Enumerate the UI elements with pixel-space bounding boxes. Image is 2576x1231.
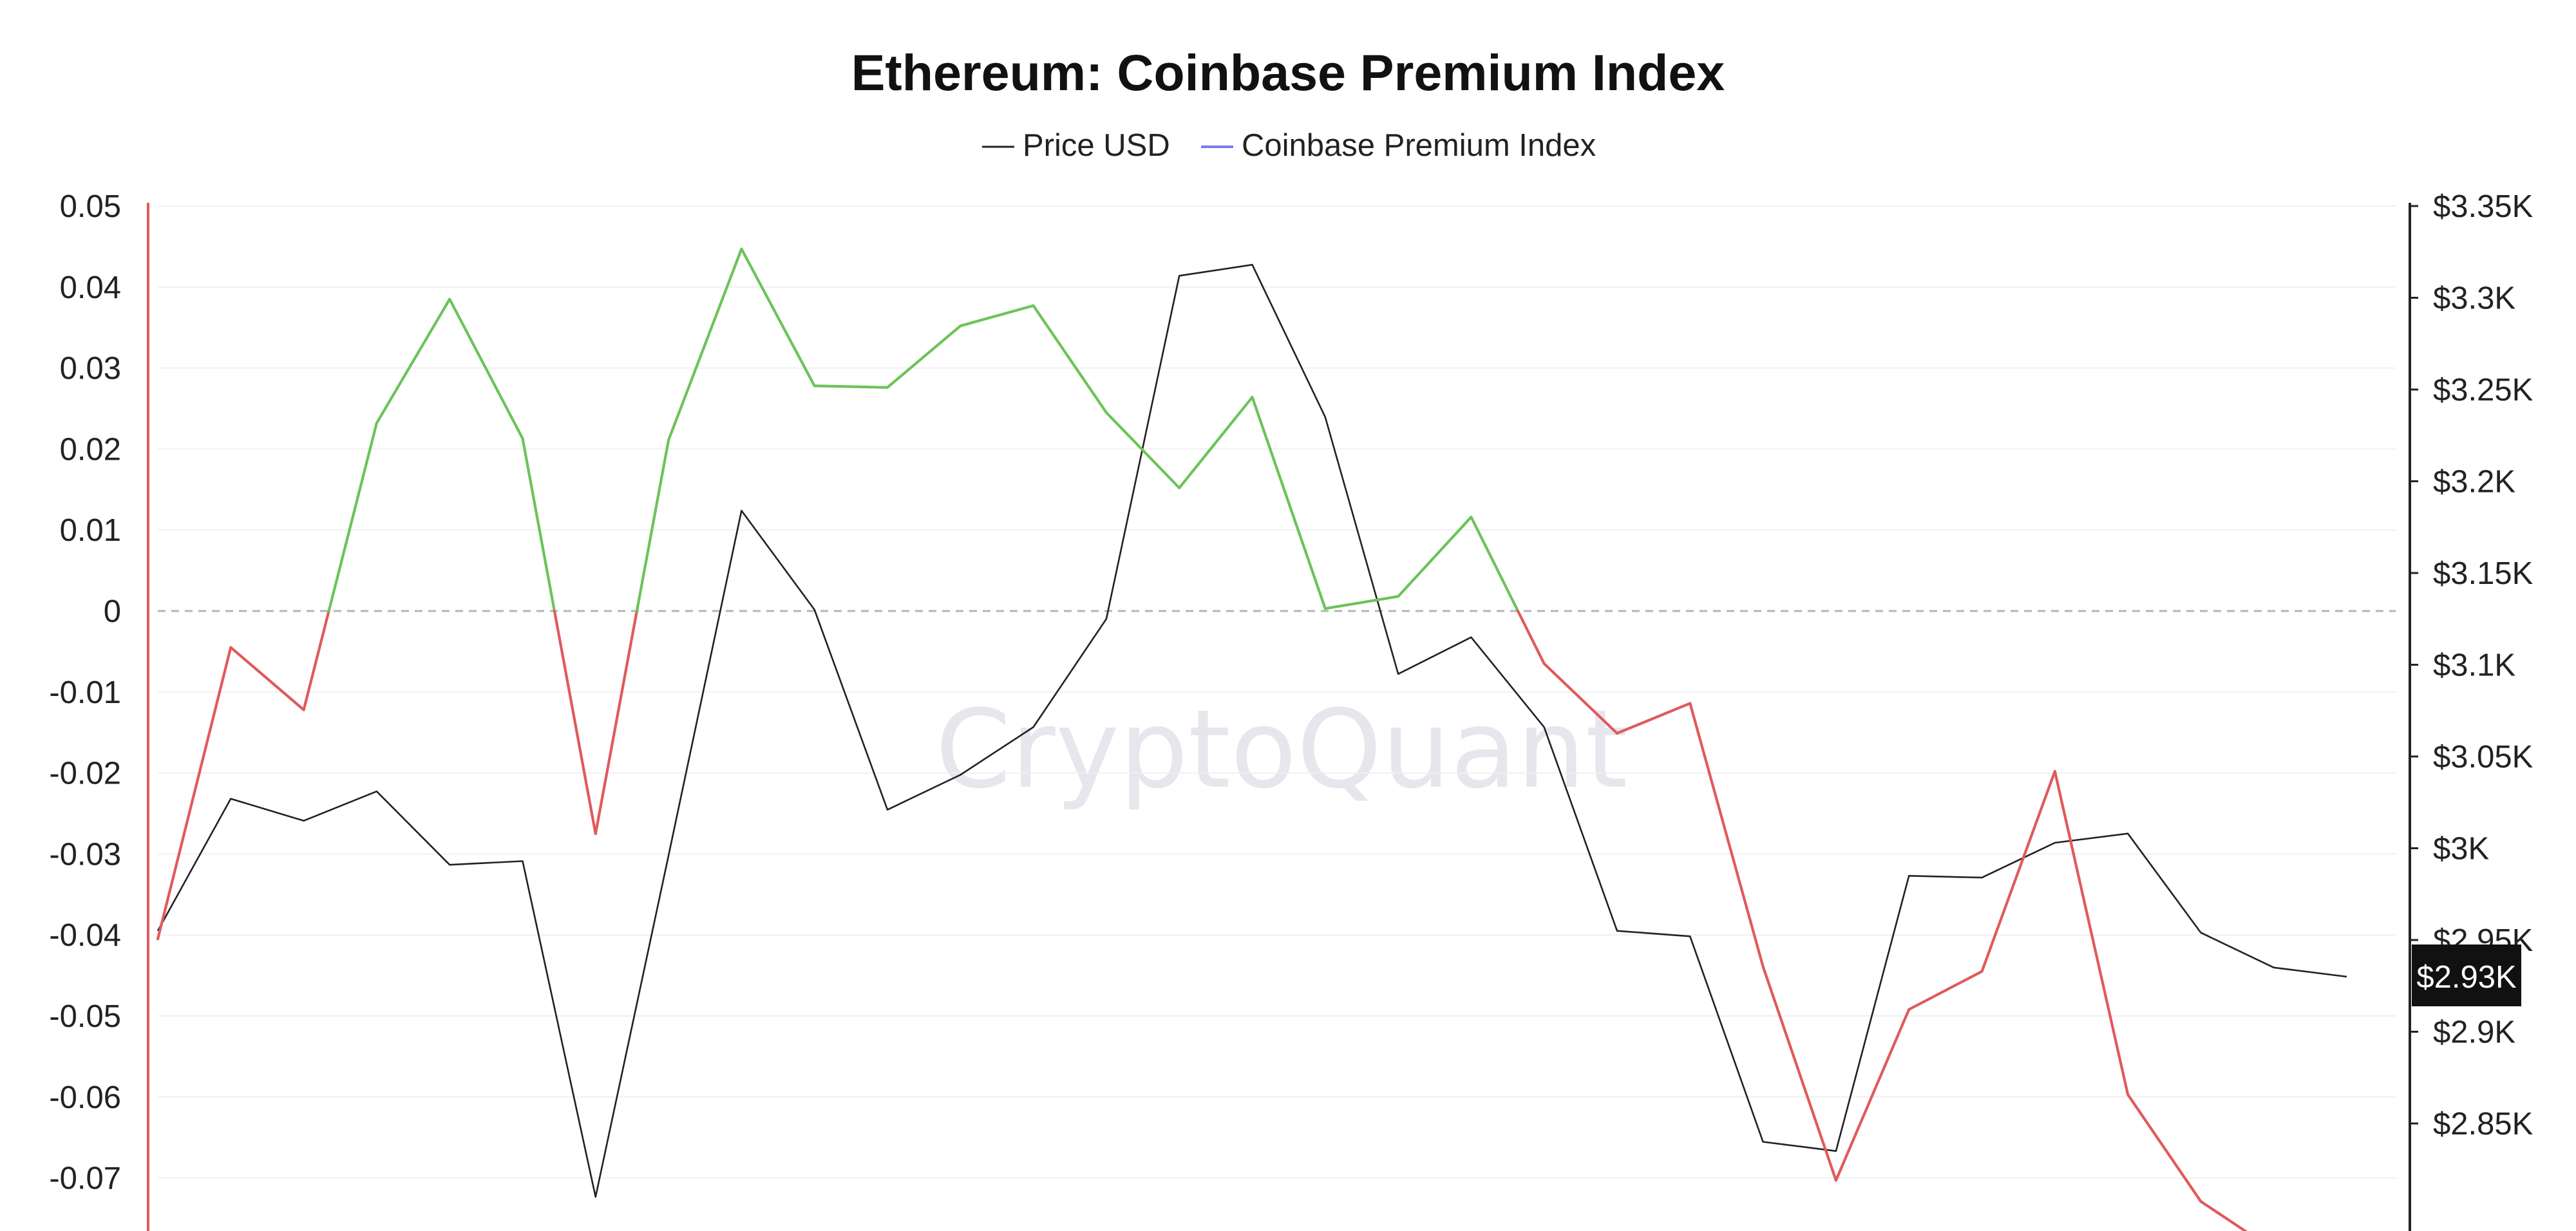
premium-segment (1516, 609, 1546, 665)
legend: Price USD Coinbase Premium Index (982, 128, 1596, 163)
right-tick-label: $3.15K (2433, 556, 2533, 591)
premium-segment (740, 247, 816, 388)
premium-segment (886, 324, 962, 389)
premium-segment (1323, 595, 1400, 610)
left-tick-label: 0 (104, 594, 121, 629)
premium-segment (375, 297, 451, 425)
left-tick-label: 0.05 (60, 189, 121, 224)
right-tick-label: $3.35K (2433, 189, 2533, 224)
left-tick-label: -0.07 (49, 1161, 121, 1196)
premium-segment (594, 609, 639, 836)
premium-segment (521, 437, 556, 613)
right-tick-label: $2.85K (2433, 1107, 2533, 1142)
premium-segment (448, 297, 524, 440)
series (156, 247, 2347, 1231)
left-tick-label: -0.04 (49, 918, 121, 953)
premium-segment (1032, 304, 1108, 414)
right-tick-label: $3.25K (2433, 373, 2533, 408)
watermark: CryptoQuant (935, 686, 1627, 813)
right-tick-label: $3.3K (2433, 281, 2515, 316)
premium-segment (1251, 395, 1327, 610)
premium-segment (2053, 769, 2130, 1096)
premium-segment (1178, 395, 1254, 489)
premium-segment (2126, 1093, 2202, 1203)
premium-segment (667, 247, 743, 442)
left-tick-label: 0.02 (60, 432, 121, 467)
chart-title: Ethereum: Coinbase Premium Index (851, 44, 1725, 101)
premium-segment (635, 438, 670, 613)
left-tick-label: 0.04 (60, 270, 121, 305)
legend-item-premium[interactable]: Coinbase Premium Index (1201, 128, 1596, 163)
premium-segment (229, 646, 305, 711)
premium-segment (1834, 1008, 1911, 1182)
left-tick-label: -0.06 (49, 1080, 121, 1115)
premium-segment (959, 304, 1035, 328)
premium-segment (1397, 515, 1473, 598)
current-price-badge-label: $2.93K (2416, 960, 2517, 995)
premium-segment (1470, 515, 1520, 613)
premium-segment (302, 609, 330, 711)
grid (158, 205, 2396, 1179)
premium-segment (1542, 662, 1619, 735)
legend-label-premium: Coinbase Premium Index (1242, 128, 1596, 163)
current-price-badge-bg (2412, 944, 2521, 1006)
premium-segment (1615, 702, 1692, 735)
series-price-usd (156, 263, 2347, 1198)
right-tick-label: $3K (2433, 832, 2490, 867)
left-tick-label: -0.02 (49, 756, 121, 791)
series-coinbase-premium-index (156, 247, 2248, 1231)
right-tick-label: $3.1K (2433, 648, 2515, 683)
premium-segment (553, 609, 597, 836)
right-y-axis: $3.35K $3.3K $3.25K $3.2K $3.15K $3.1K $3.05K $… (2409, 189, 2533, 1231)
left-tick-label: -0.05 (49, 999, 121, 1034)
right-tick-label: $3.2K (2433, 465, 2515, 500)
premium-segment (1761, 965, 1837, 1182)
left-tick-label: 0.01 (60, 513, 121, 548)
premium-segment (1980, 769, 2056, 973)
premium-segment (156, 646, 232, 941)
right-tick-label: $3.05K (2433, 740, 2533, 775)
legend-label-price: Price USD (1023, 128, 1170, 163)
current-price-badge: $2.93K (2412, 944, 2521, 1006)
left-tick-label: -0.01 (49, 675, 121, 710)
premium-segment (1104, 411, 1181, 489)
premium-segment (327, 422, 379, 613)
premium-segment (813, 384, 889, 389)
left-tick-label: 0.03 (60, 352, 121, 386)
left-tick-label: -0.03 (49, 837, 121, 872)
right-tick-label: $2.9K (2433, 1015, 2515, 1050)
premium-segment (2199, 1199, 2248, 1231)
premium-segment (1689, 702, 1765, 968)
premium-segment (1908, 970, 1984, 1011)
left-y-axis: 0.05 0.04 0.03 0.02 0.01 0 -0.01 -0.02 -0.03 -0.0… (49, 189, 149, 1231)
price-line (156, 263, 2347, 1198)
legend-item-price[interactable]: Price USD (982, 128, 1170, 163)
